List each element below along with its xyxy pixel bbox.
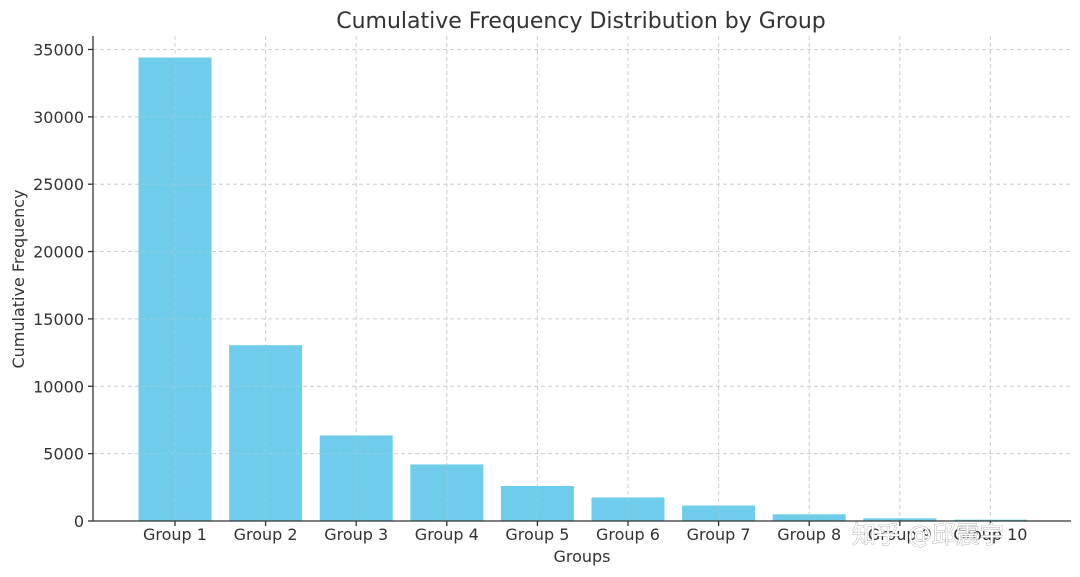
watermark: 知乎 @邱震宇 [852,521,1004,549]
x-tick-label: Group 9 [868,525,932,544]
bar [138,57,212,522]
bar [772,514,846,521]
y-tick-label: 30000 [33,108,84,127]
bar [591,497,665,521]
bar [682,505,756,521]
bar [500,485,574,521]
grid-lines [93,36,1071,521]
grid-lines-overlay [93,36,1071,521]
x-tick-label: Group 5 [505,525,569,544]
bar [410,464,484,521]
x-axis-ticks: Group 1 Group 2 Group 3 Group 4 Group 5 Group… [143,521,1027,544]
y-axis-ticks: 0 5000 10000 15000 20000 25000 30000 35000 [33,40,93,531]
y-tick-label: 5000 [43,445,84,464]
x-tick-label: Group 8 [777,525,841,544]
y-tick-label: 0 [74,512,84,531]
bar [229,345,303,521]
bars [138,57,1027,522]
y-axis-label: Cumulative Frequency [9,189,28,368]
x-axis-label: Groups [553,547,610,566]
x-tick-label: Group 7 [687,525,751,544]
y-tick-label: 20000 [33,243,84,262]
y-tick-label: 10000 [33,377,84,396]
x-tick-label: Group 2 [234,525,298,544]
bar [863,518,937,521]
x-tick-label: Group 6 [596,525,660,544]
chart-title: Cumulative Frequency Distribution by Gro… [336,9,826,34]
y-tick-label: 35000 [33,40,84,59]
bar [953,519,1027,521]
y-tick-label: 25000 [33,175,84,194]
x-tick-label: Group 4 [415,525,479,544]
x-tick-label: Group 3 [324,525,388,544]
x-tick-label: Group 10 [953,525,1027,544]
x-tick-label: Group 1 [143,525,207,544]
y-tick-label: 15000 [33,310,84,329]
bar [319,435,393,521]
